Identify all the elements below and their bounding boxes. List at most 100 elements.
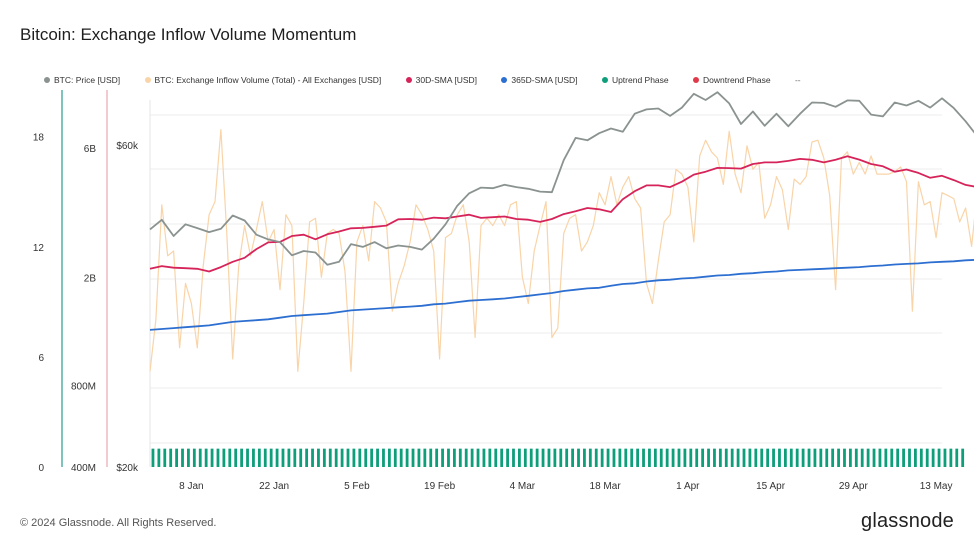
uptrend-phase-bar [151,448,155,467]
sma30-line [149,155,974,273]
legend-sma30-dot [405,76,412,83]
uptrend-phase-bar [884,448,888,467]
x-tick-label: 13 May [920,481,953,492]
uptrend-phase-bar [789,448,793,467]
uptrend-phase-bar [458,448,462,467]
uptrend-phase-bar [914,448,917,467]
phase-tick-label: 18 [33,133,45,144]
uptrend-phase-bar [648,448,651,467]
uptrend-phase-bar [630,448,634,467]
copyright-text: © 2024 Glassnode. All Rights Reserved. [20,517,217,529]
uptrend-phase-bar [382,448,385,467]
uptrend-phase-bar [518,448,521,467]
uptrend-phase-bar [506,448,509,467]
uptrend-phase-bar [606,448,610,467]
uptrend-phase-bar [317,448,320,467]
uptrend-phase-bars [151,448,965,467]
uptrend-phase-bar [411,448,415,467]
legend-inflow-label: BTC: Exchange Inflow Volume (Total) - Al… [154,75,382,85]
uptrend-phase-bar [961,448,965,467]
uptrend-phase-bar [937,448,941,467]
uptrend-phase-bar [464,448,468,467]
chart-legend: BTC: Price [USD] BTC: Exchange Inflow Vo… [44,75,801,85]
legend-item-inflow[interactable]: BTC: Exchange Inflow Volume (Total) - Al… [144,75,382,85]
uptrend-phase-bar [387,448,391,467]
uptrend-phase-bar [866,448,870,467]
chart-tick-labels: 0 6 12 18 400M 800M 2B 6B $20k $60k 8 Jan 22 Jan 5 F… [33,133,953,492]
uptrend-phase-bar [216,448,220,467]
legend-downtrend-label: Downtrend Phase [703,75,771,85]
price-tick-label: $20k [116,463,139,474]
x-tick-label: 1 Apr [676,481,700,492]
uptrend-phase-bar [642,448,645,467]
uptrend-phase-bar [246,448,249,467]
uptrend-phase-bar [671,448,675,467]
uptrend-phase-bar [624,448,628,467]
uptrend-phase-bar [831,448,835,467]
glassnode-logo: glassnode [861,510,954,532]
uptrend-phase-bar [636,448,640,467]
uptrend-phase-bar [305,448,309,467]
volume-tick-label: 6B [84,144,97,155]
uptrend-phase-bar [713,448,716,467]
uptrend-phase-bar [364,448,368,467]
uptrend-phase-bar [452,448,456,467]
uptrend-phase-bar [447,448,450,467]
chart-gridlines [150,114,942,444]
uptrend-phase-bar [908,448,911,467]
uptrend-phase-bar [157,448,161,467]
legend-item-sma365[interactable]: 365D-SMA [USD] [501,75,578,85]
uptrend-phase-bar [529,448,533,467]
uptrend-phase-bar [322,448,326,467]
sma365-line [149,259,974,331]
legend-item-uptrend[interactable]: Uptrend Phase [601,75,669,85]
legend-more-toggle[interactable]: -- [794,75,801,85]
uptrend-phase-bar [198,448,202,467]
uptrend-phase-bar [659,448,663,467]
uptrend-phase-bar [370,448,374,467]
uptrend-phase-bar [553,448,557,467]
uptrend-phase-bar [571,448,574,467]
uptrend-phase-bar [547,448,551,467]
uptrend-phase-bar [819,448,823,467]
uptrend-phase-bar [187,448,190,467]
uptrend-phase-bar [252,448,255,467]
legend-item-price[interactable]: BTC: Price [USD] [44,75,120,85]
phase-tick-label: 12 [33,243,45,254]
uptrend-phase-bar [742,448,746,467]
uptrend-phase-bar [854,448,858,467]
uptrend-phase-bar [612,448,616,467]
uptrend-phase-bar [163,448,167,467]
uptrend-phase-bar [890,448,894,467]
uptrend-phase-bar [618,448,622,467]
uptrend-phase-bar [334,448,338,467]
uptrend-phase-bar [240,448,244,467]
uptrend-phase-bar [724,448,728,467]
chart-series-lines [149,91,974,372]
uptrend-phase-bar [760,448,764,467]
uptrend-phase-bar [565,448,569,467]
uptrend-phase-bar [346,448,350,467]
legend-item-sma30[interactable]: 30D-SMA [USD] [405,75,478,85]
x-tick-label: 22 Jan [259,481,289,492]
legend-item-downtrend[interactable]: Downtrend Phase [693,75,771,85]
uptrend-phase-bar [689,448,693,467]
uptrend-phase-bar [600,448,604,467]
uptrend-phase-bar [417,448,421,467]
legend-inflow-dot [144,76,151,83]
uptrend-phase-bar [795,448,799,467]
uptrend-phase-bar [860,448,864,467]
uptrend-phase-bar [813,448,817,467]
uptrend-phase-bar [577,448,580,467]
uptrend-phase-bar [535,448,539,467]
uptrend-phase-bar [843,448,846,467]
chart-title: Bitcoin: Exchange Inflow Volume Momentum [20,25,357,44]
legend-sma30-label: 30D-SMA [USD] [415,75,478,85]
uptrend-phase-bar [228,448,232,467]
legend-price-label: BTC: Price [USD] [54,75,121,85]
uptrend-phase-bar [512,448,515,467]
x-tick-label: 4 Mar [510,481,536,492]
uptrend-phase-bar [358,448,362,467]
uptrend-phase-bar [482,448,486,467]
